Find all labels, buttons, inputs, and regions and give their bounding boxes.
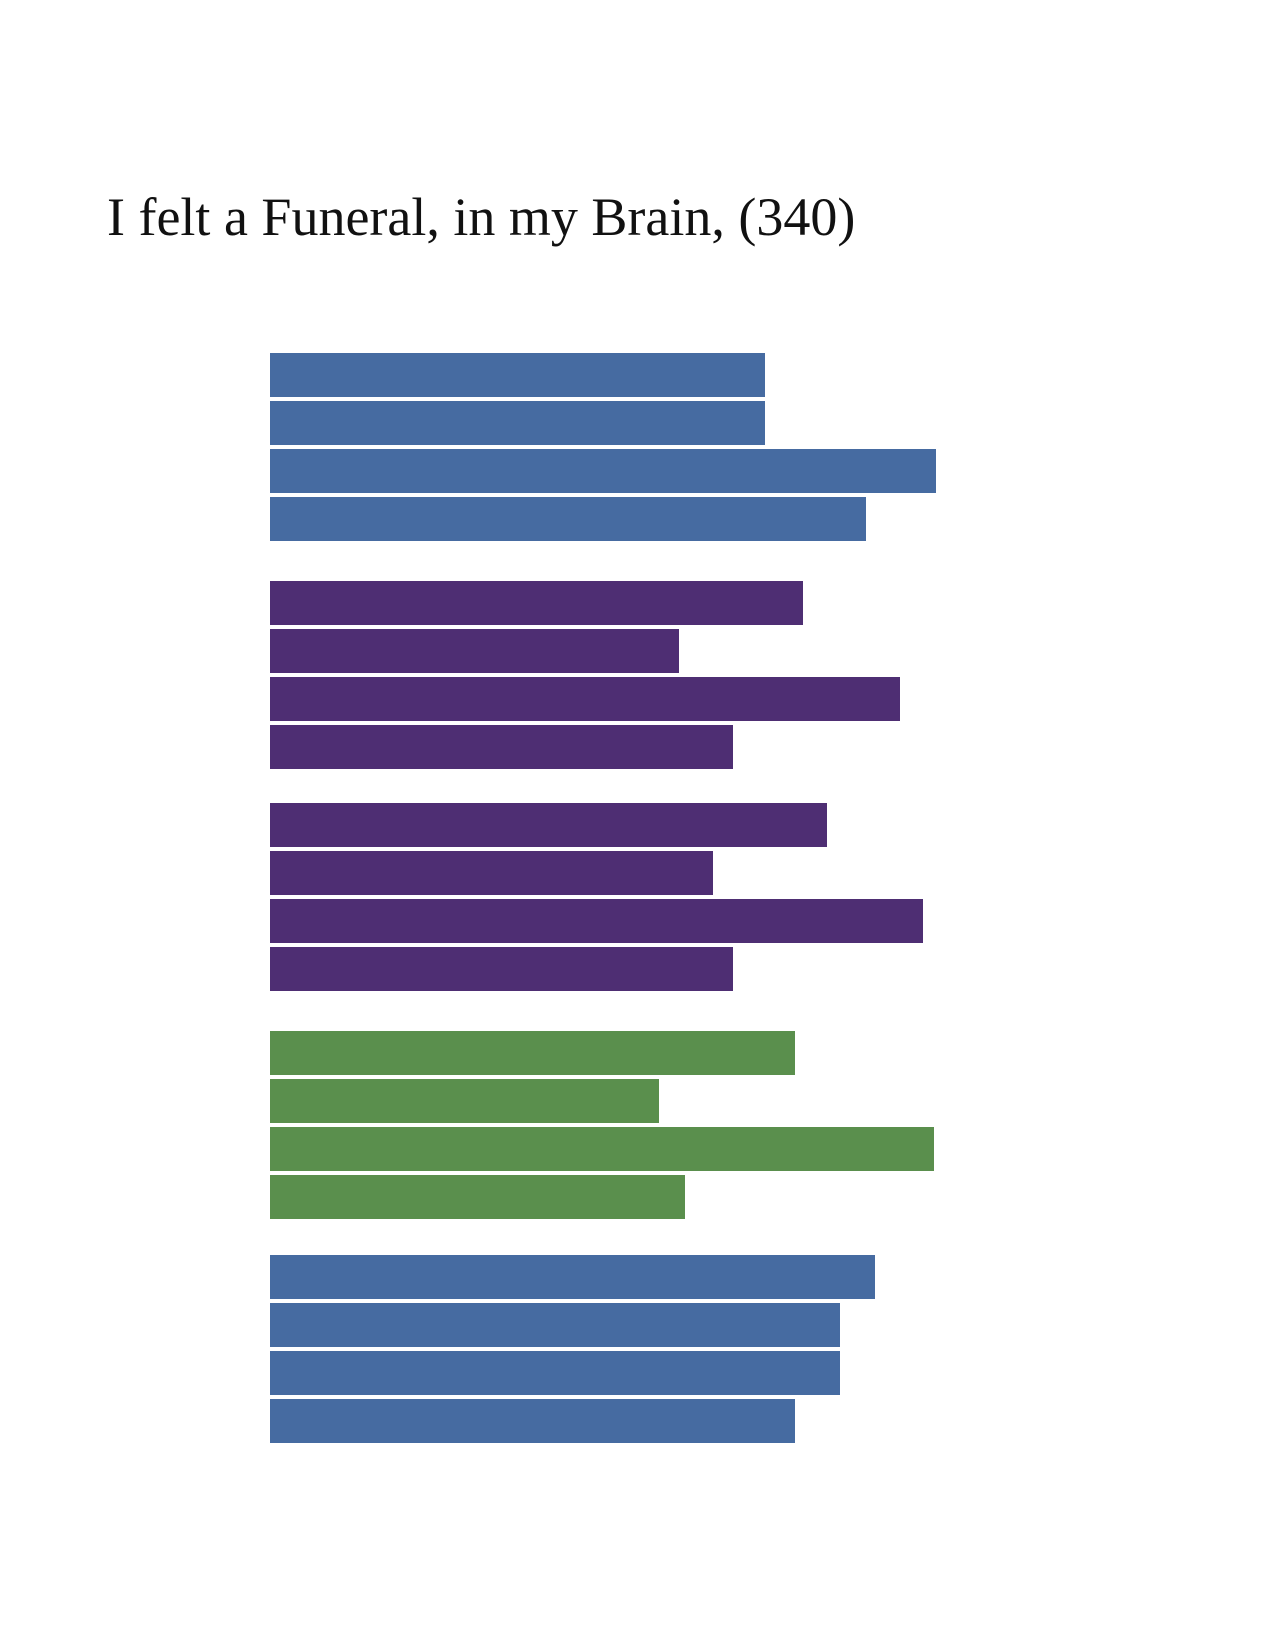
- bar-g1-4: [270, 497, 866, 541]
- bar-g4-4: [270, 1175, 685, 1219]
- bar-g5-4: [270, 1399, 795, 1443]
- bar-g5-3: [270, 1351, 840, 1395]
- bars-group: [270, 353, 936, 1443]
- bar-g4-1: [270, 1031, 795, 1075]
- page-title: I felt a Funeral, in my Brain, (340): [107, 187, 856, 247]
- bar-g1-2: [270, 401, 765, 445]
- bar-g3-1: [270, 803, 827, 847]
- bar-g2-2: [270, 629, 679, 673]
- bar-g3-4: [270, 947, 733, 991]
- bar-g1-3: [270, 449, 936, 493]
- bar-g1-1: [270, 353, 765, 397]
- bar-g3-2: [270, 851, 713, 895]
- bar-g4-2: [270, 1079, 659, 1123]
- bar-g3-3: [270, 899, 923, 943]
- bar-g5-2: [270, 1303, 840, 1347]
- bar-g5-1: [270, 1255, 875, 1299]
- bar-g4-3: [270, 1127, 934, 1171]
- bar-g2-4: [270, 725, 733, 769]
- bar-g2-3: [270, 677, 900, 721]
- bar-g2-1: [270, 581, 803, 625]
